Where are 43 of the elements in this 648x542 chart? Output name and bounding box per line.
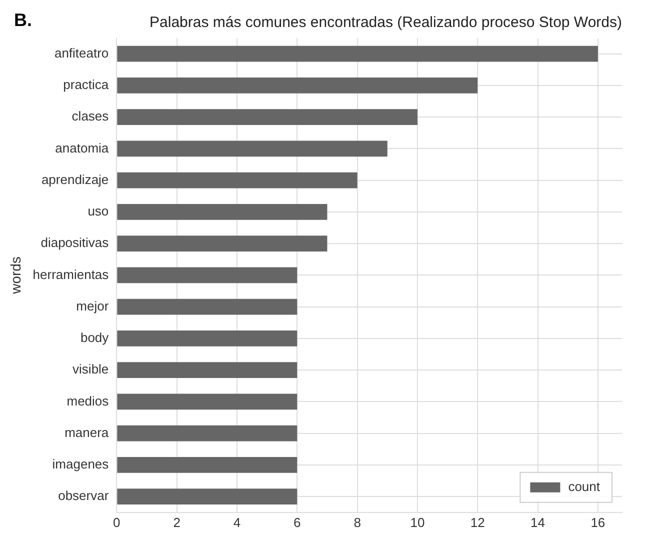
bar: [117, 394, 298, 410]
y-tick-label: visible: [72, 362, 109, 377]
text: B.: [14, 10, 32, 31]
y-tick-label: herramientas: [32, 266, 110, 282]
y-axis-title: words: [7, 256, 24, 295]
bar: [117, 267, 298, 284]
x-tick-label: 4: [233, 514, 241, 530]
y-tick-label: imagenes: [52, 456, 110, 472]
bar: [117, 236, 328, 252]
x-tick-label: 0: [113, 514, 120, 530]
bar: [117, 457, 298, 473]
legend-label: count: [568, 478, 600, 494]
x-tick-label: 8: [354, 514, 361, 530]
bar: [117, 298, 298, 315]
y-tick-label: aprendizaje: [41, 172, 109, 187]
bar: [117, 140, 388, 157]
x-tick-label: 2: [173, 514, 180, 530]
bar: [117, 425, 298, 442]
bar: [117, 172, 358, 188]
y-tick-label: manera: [64, 424, 110, 440]
bar: [117, 46, 598, 62]
bar: [117, 330, 298, 346]
bar: [117, 78, 478, 94]
y-tick-label: body: [80, 330, 110, 346]
y-tick-label: uso: [88, 204, 109, 219]
y-tick-label: anfiteatro: [54, 45, 109, 60]
bar: [117, 488, 298, 504]
y-tick-label: diapositivas: [40, 235, 110, 250]
y-tick-label: observar: [58, 488, 110, 504]
y-tick-label: mejor: [76, 298, 110, 314]
x-tick-label: 12: [470, 514, 485, 530]
y-tick-label: clases: [72, 108, 110, 124]
bar: [117, 362, 298, 378]
y-tick-label: practica: [63, 77, 110, 92]
chart-title: Palabras más comunes encontradas (Realizando proceso Stop Words): [150, 14, 622, 32]
x-tick-label: 16: [590, 514, 606, 530]
x-tick-label: 14: [530, 514, 546, 530]
bar: [117, 204, 328, 220]
bar: [117, 109, 418, 125]
x-tick-label: 10: [410, 514, 425, 530]
x-tick-label: 6: [294, 514, 301, 530]
y-tick-label: medios: [66, 393, 110, 408]
y-tick-label: anatomia: [55, 140, 110, 156]
